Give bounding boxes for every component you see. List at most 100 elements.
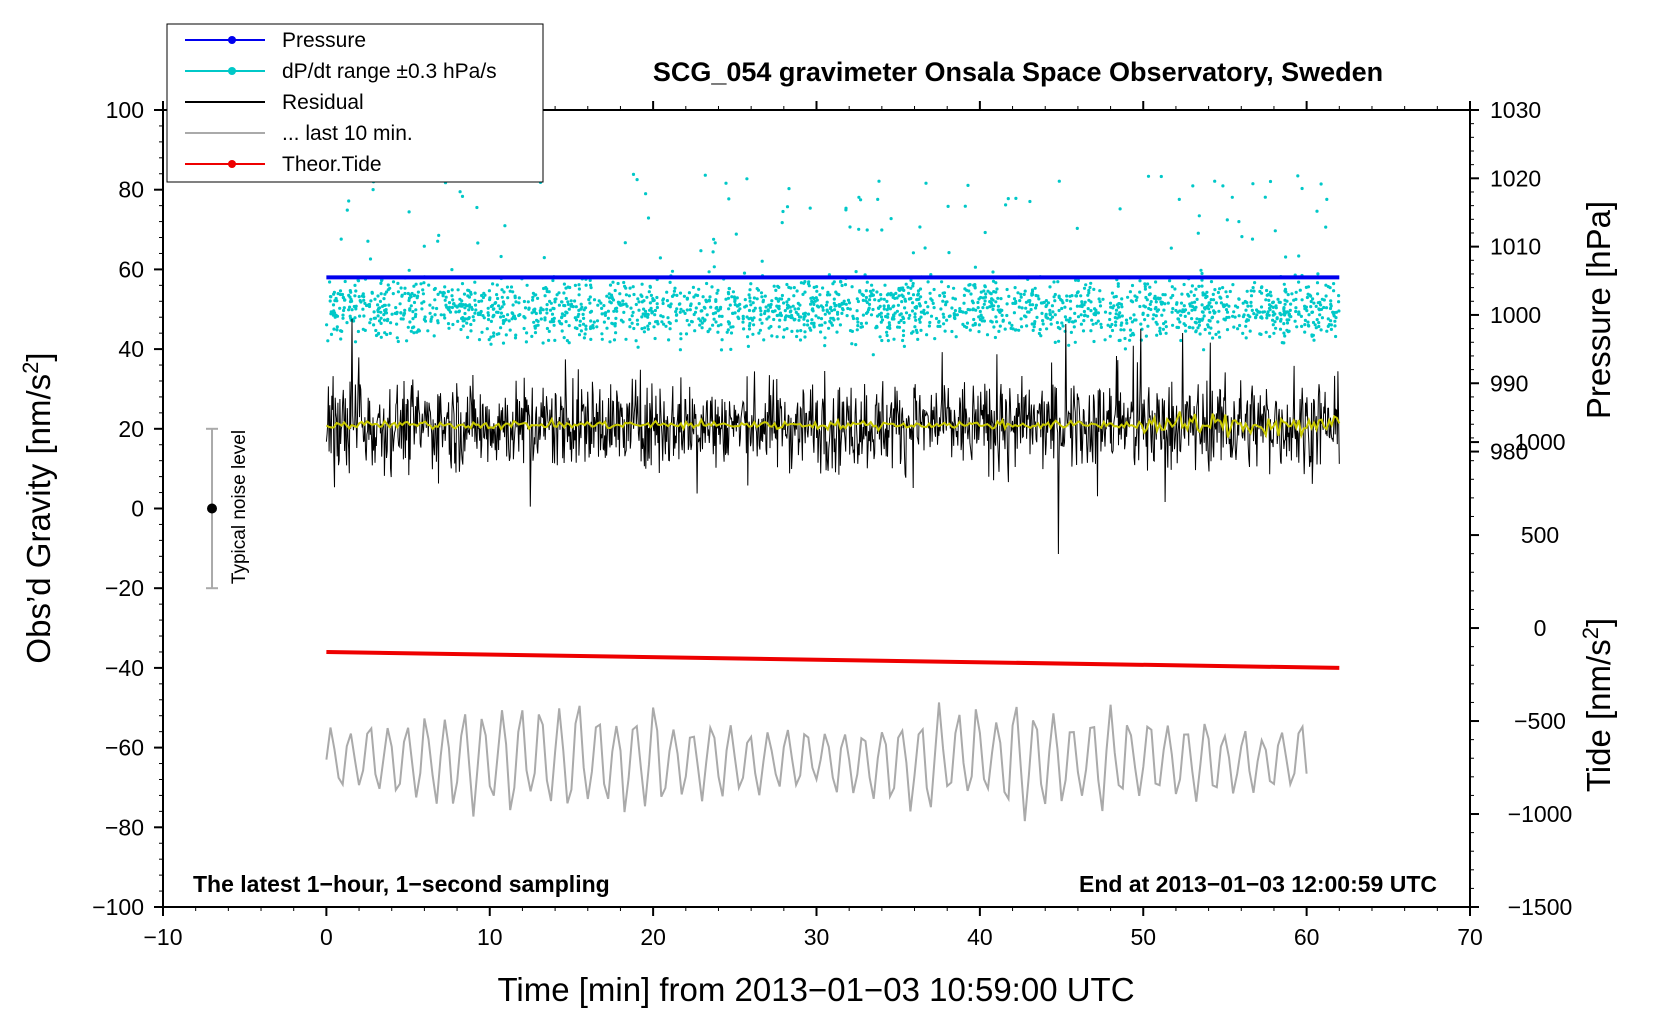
dpdt-point [819, 317, 824, 321]
dpdt-point [794, 310, 798, 314]
dpdt-point [1300, 186, 1304, 191]
dpdt-point [1146, 282, 1150, 286]
dpdt-point [793, 317, 797, 321]
dpdt-point [1028, 303, 1032, 307]
dpdt-point [1246, 304, 1250, 308]
dpdt-point [1198, 332, 1202, 336]
dpdt-point [469, 322, 473, 327]
dpdt-point [481, 295, 485, 300]
dpdt-point [898, 313, 902, 317]
dpdt-point [1245, 318, 1249, 322]
dpdt-point [885, 299, 889, 303]
dpdt-point [462, 292, 467, 296]
dpdt-point [930, 298, 934, 302]
dpdt-point [731, 311, 735, 315]
dpdt-point [896, 303, 901, 307]
dpdt-point [834, 303, 838, 308]
dpdt-point [992, 304, 996, 308]
dpdt-point [983, 230, 987, 235]
dpdt-point [829, 321, 833, 325]
dpdt-point [492, 334, 496, 338]
dpdt-point [859, 198, 863, 202]
dpdt-point [659, 314, 663, 318]
dpdt-point [1183, 308, 1188, 312]
dpdt-point [996, 304, 1001, 308]
dpdt-point [802, 281, 806, 285]
dpdt-point [924, 300, 928, 304]
dpdt-point [952, 316, 957, 320]
dpdt-point [1044, 312, 1048, 316]
dpdt-point [1237, 220, 1241, 224]
dpdt-point [749, 316, 753, 320]
dpdt-point [1092, 312, 1096, 316]
dpdt-point [393, 311, 397, 315]
dpdt-point [1294, 306, 1298, 310]
dpdt-point [603, 311, 607, 315]
dpdt-point [697, 317, 701, 321]
dpdt-point [341, 313, 345, 317]
dpdt-point [796, 301, 800, 305]
dpdt-point [769, 303, 773, 307]
dpdt-point [1110, 322, 1114, 327]
dpdt-point [1231, 314, 1235, 318]
dpdt-point [868, 298, 872, 302]
dpdt-point [588, 301, 592, 305]
dpdt-point [1208, 310, 1212, 314]
dpdt-point [878, 335, 882, 339]
dpdt-point [882, 307, 886, 311]
dpdt-point [606, 309, 611, 313]
dpdt-point [687, 323, 691, 327]
dpdt-point [332, 292, 336, 296]
dpdt-point [1143, 285, 1147, 289]
dpdt-point [684, 332, 689, 336]
dpdt-point [710, 285, 714, 289]
dpdt-point [731, 290, 736, 294]
dpdt-point [1324, 294, 1328, 298]
dpdt-point [1148, 292, 1152, 296]
dpdt-point [840, 301, 844, 305]
dpdt-point [840, 283, 844, 288]
dpdt-point [1005, 313, 1009, 318]
dpdt-point [902, 288, 906, 292]
dpdt-point [560, 329, 564, 333]
dpdt-point [592, 298, 597, 302]
dpdt-point [530, 334, 534, 338]
dpdt-point [631, 310, 635, 314]
dpdt-point [414, 308, 418, 312]
dpdt-point [583, 332, 587, 336]
dpdt-point [1037, 331, 1041, 336]
dpdt-point [1216, 290, 1220, 295]
dpdt-point [419, 282, 423, 286]
dpdt-point [1249, 294, 1254, 298]
dpdt-point [1120, 297, 1124, 301]
dpdt-point [508, 289, 512, 293]
dpdt-point [578, 319, 582, 323]
dpdt-point [1222, 303, 1226, 307]
dpdt-point [675, 307, 679, 311]
dpdt-point [396, 290, 400, 294]
dpdt-point [1219, 301, 1223, 305]
dpdt-point [600, 332, 604, 336]
dpdt-point [1244, 336, 1248, 340]
dpdt-point [887, 321, 891, 325]
dpdt-point [834, 290, 838, 294]
dpdt-point [420, 307, 424, 311]
dpdt-point [330, 311, 334, 315]
dpdt-point [631, 285, 635, 289]
dpdt-point [376, 314, 380, 318]
series-last10min-line [325, 702, 1308, 822]
dpdt-point [758, 328, 763, 332]
dpdt-point [1020, 325, 1024, 329]
dpdt-point [1264, 298, 1268, 302]
dpdt-point [1158, 326, 1162, 330]
dpdt-point [761, 298, 766, 302]
dpdt-point [579, 302, 583, 306]
dpdt-point [741, 320, 745, 324]
dpdt-point [953, 297, 958, 301]
dpdt-point [699, 319, 703, 323]
dpdt-point [1028, 199, 1032, 204]
dpdt-point [564, 320, 568, 324]
dpdt-point [548, 299, 552, 303]
dpdt-point [1098, 304, 1103, 308]
dpdt-point [1178, 320, 1182, 324]
